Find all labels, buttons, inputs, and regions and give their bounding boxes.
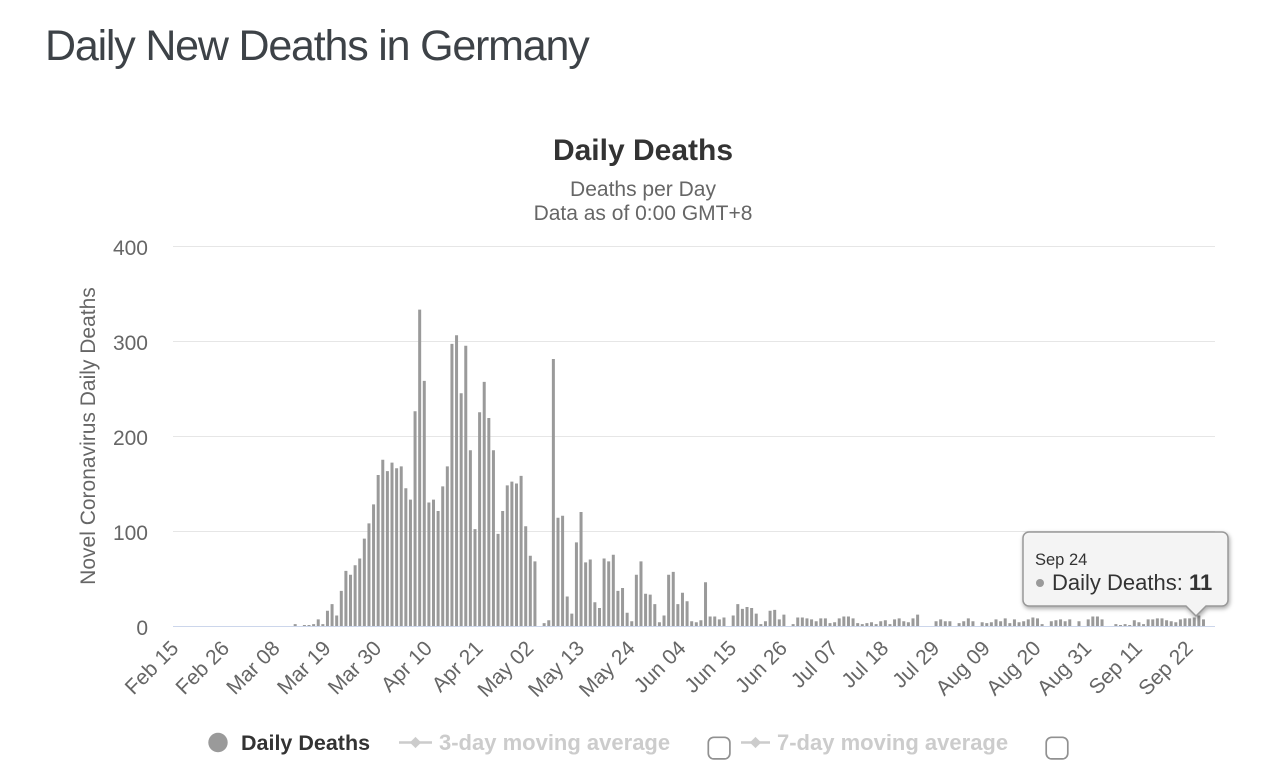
svg-text:Jun 26: Jun 26 <box>731 637 792 698</box>
svg-text:Novel Coronavirus Daily Deaths: Novel Coronavirus Daily Deaths <box>77 287 100 585</box>
svg-text:Jul 18: Jul 18 <box>837 637 893 693</box>
svg-text:Jun 15: Jun 15 <box>680 637 741 698</box>
svg-text:Apr 10: Apr 10 <box>377 637 437 697</box>
svg-text:Feb 26: Feb 26 <box>172 637 235 700</box>
svg-text:Mar 08: Mar 08 <box>222 637 284 699</box>
svg-text:100: 100 <box>113 522 148 545</box>
svg-text:Sep 22: Sep 22 <box>1134 637 1197 700</box>
svg-text:Deaths per Day: Deaths per Day <box>570 178 716 201</box>
svg-text:Daily Deaths: 11: Daily Deaths: 11 <box>1052 570 1212 595</box>
svg-text:Jun 04: Jun 04 <box>630 637 691 698</box>
svg-text:Feb 15: Feb 15 <box>121 637 184 700</box>
svg-text:3-day moving average: 3-day moving average <box>439 730 670 755</box>
svg-text:Aug 20: Aug 20 <box>982 637 1045 700</box>
svg-text:Daily Deaths: Daily Deaths <box>553 134 733 167</box>
svg-text:400: 400 <box>113 237 148 260</box>
svg-text:Aug 09: Aug 09 <box>932 637 995 700</box>
svg-text:300: 300 <box>113 332 148 355</box>
svg-text:May 13: May 13 <box>524 637 589 702</box>
svg-text:Mar 30: Mar 30 <box>324 637 386 699</box>
svg-text:Mar 19: Mar 19 <box>273 637 335 699</box>
svg-text:Data as of 0:00 GMT+8: Data as of 0:00 GMT+8 <box>534 202 753 225</box>
svg-text:0: 0 <box>136 617 148 640</box>
svg-text:200: 200 <box>113 427 148 450</box>
svg-text:Sep 11: Sep 11 <box>1085 637 1147 699</box>
svg-text:Jul 07: Jul 07 <box>787 637 843 693</box>
svg-text:7-day moving average: 7-day moving average <box>777 730 1008 755</box>
svg-text:May 02: May 02 <box>473 637 538 702</box>
svg-text:Daily Deaths: Daily Deaths <box>241 731 370 755</box>
svg-text:Aug 31: Aug 31 <box>1033 637 1096 700</box>
svg-text:May 24: May 24 <box>575 637 640 702</box>
svg-text:Sep 24: Sep 24 <box>1035 551 1087 569</box>
